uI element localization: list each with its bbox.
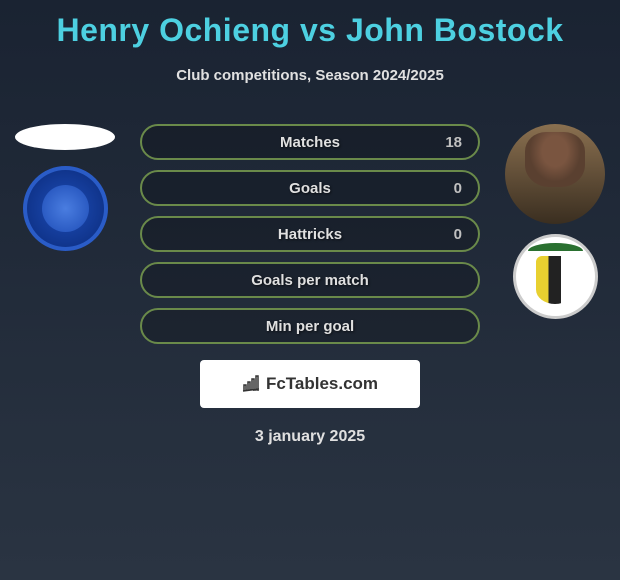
stats-column: Matches 18 Goals 0 Hattricks 0 Goals per…: [140, 124, 480, 344]
player1-club-badge: [23, 166, 108, 251]
left-column: [10, 124, 120, 251]
stat-row-hattricks: Hattricks 0: [140, 216, 480, 252]
stat-label: Goals per match: [251, 272, 369, 289]
player1-name: Henry Ochieng: [56, 12, 290, 48]
stat-label: Goals: [289, 180, 331, 197]
stat-row-goals-per-match: Goals per match: [140, 262, 480, 298]
chart-icon: [242, 375, 260, 393]
player1-photo: [15, 124, 115, 150]
watermark-text: FcTables.com: [266, 374, 378, 394]
comparison-title: Henry Ochieng vs John Bostock: [0, 0, 620, 49]
right-column: [500, 124, 610, 319]
date-label: 3 january 2025: [0, 428, 620, 446]
subtitle: Club competitions, Season 2024/2025: [0, 67, 620, 84]
stat-row-matches: Matches 18: [140, 124, 480, 160]
stat-value-right: 0: [454, 180, 462, 197]
stat-label: Hattricks: [278, 226, 342, 243]
shield-icon: [536, 256, 574, 304]
player2-club-badge: [513, 234, 598, 319]
comparison-container: Matches 18 Goals 0 Hattricks 0 Goals per…: [0, 124, 620, 344]
watermark: FcTables.com: [200, 360, 420, 408]
stat-label: Min per goal: [266, 318, 354, 335]
stat-value-right: 18: [445, 134, 462, 151]
vs-label: vs: [300, 12, 337, 48]
player2-name: John Bostock: [346, 12, 564, 48]
player2-photo: [505, 124, 605, 224]
stat-value-right: 0: [454, 226, 462, 243]
stat-row-goals: Goals 0: [140, 170, 480, 206]
stat-label: Matches: [280, 134, 340, 151]
stat-row-min-per-goal: Min per goal: [140, 308, 480, 344]
